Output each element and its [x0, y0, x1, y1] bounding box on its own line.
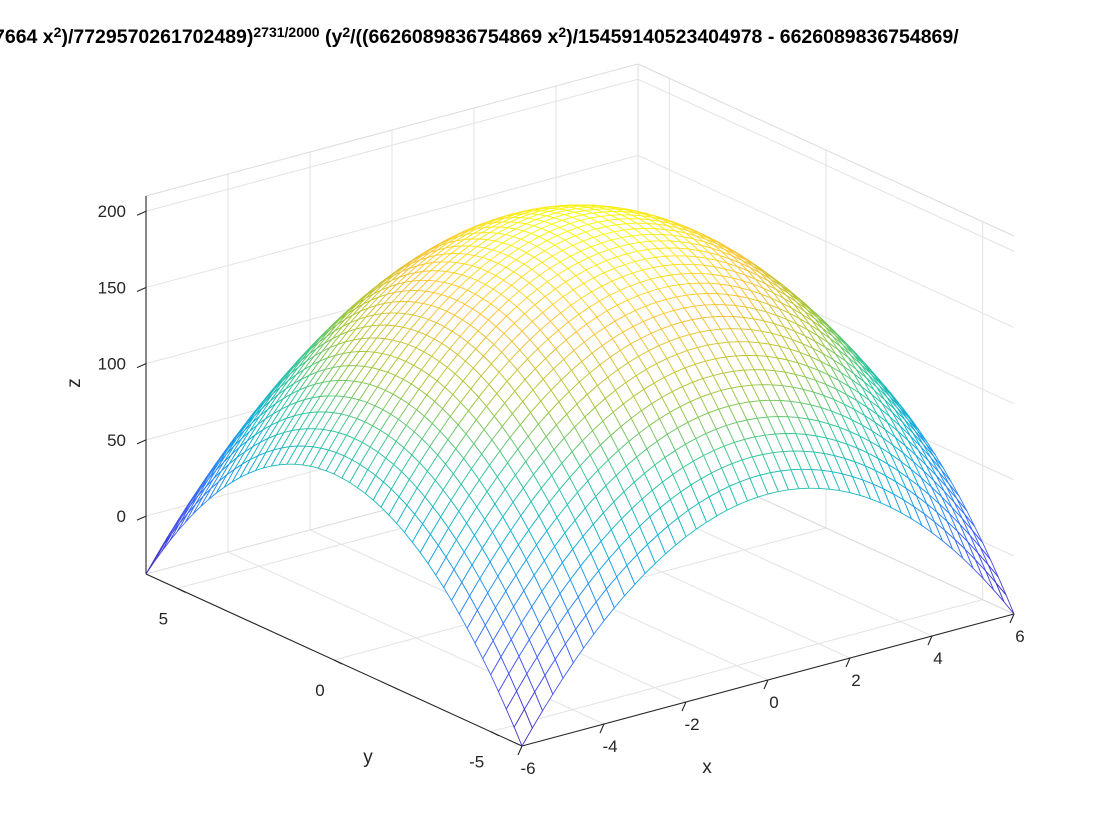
box-edge [145, 63, 639, 197]
x-tick-label: -2 [684, 715, 699, 734]
y-tick-label: 0 [315, 681, 324, 700]
y-tick [490, 731, 499, 737]
surface-mesh [145, 204, 1015, 748]
x-tick [599, 723, 605, 734]
title-segment: (y [319, 26, 343, 48]
z-tick-label: 150 [98, 278, 126, 297]
mesh-cell [513, 708, 533, 748]
x-tick [681, 701, 687, 712]
z-tick-label: 200 [98, 202, 126, 221]
z-tick [136, 286, 147, 292]
x-tick-label: 2 [851, 671, 860, 690]
z-tick-label: 100 [98, 355, 126, 374]
box-edge [637, 63, 1015, 237]
chart-title-text: 7664 x2)/7729570261702489)2731/2000 (y2/… [0, 24, 959, 49]
x-axis-label: x [702, 757, 712, 778]
x-tick-label: -4 [602, 737, 617, 756]
y-tick [333, 659, 343, 665]
title-segment: /((6626089836754869 x [350, 26, 559, 48]
chart-title: 7664 x2)/7729570261702489)2731/2000 (y2/… [0, 18, 1120, 58]
x-tick-label: 6 [1015, 627, 1024, 646]
y-axis-label: y [363, 747, 373, 768]
z-tick-label: 50 [107, 431, 126, 450]
z-tick [136, 363, 147, 369]
x-tick [927, 635, 933, 646]
x-tick-label: -6 [520, 759, 535, 778]
title-superscript: 2 [53, 24, 62, 40]
title-segment: )/7729570261702489) [61, 26, 254, 48]
title-segment: )/15459140523404978 - 6626089836754869/ [566, 26, 959, 48]
x-tick-label: 4 [933, 649, 942, 668]
y-tick [177, 587, 186, 593]
x-tick [1009, 613, 1015, 624]
y-tick-label: 5 [159, 609, 168, 628]
y-tick-label: -5 [469, 753, 484, 772]
z-tick [136, 515, 147, 521]
title-superscript: 2 [558, 24, 567, 40]
x-tick [845, 657, 851, 668]
z-tick [136, 210, 147, 216]
x-tick [517, 745, 523, 756]
title-superscript: 2731/2000 [253, 24, 320, 40]
z-axis-label: z [64, 378, 85, 388]
x-tick-label: 0 [769, 693, 778, 712]
title-superscript: 2 [342, 24, 351, 40]
title-segment: 7664 x [0, 26, 54, 48]
x-tick [763, 679, 769, 690]
z-tick [136, 439, 147, 445]
z-tick-label: 0 [117, 507, 126, 526]
